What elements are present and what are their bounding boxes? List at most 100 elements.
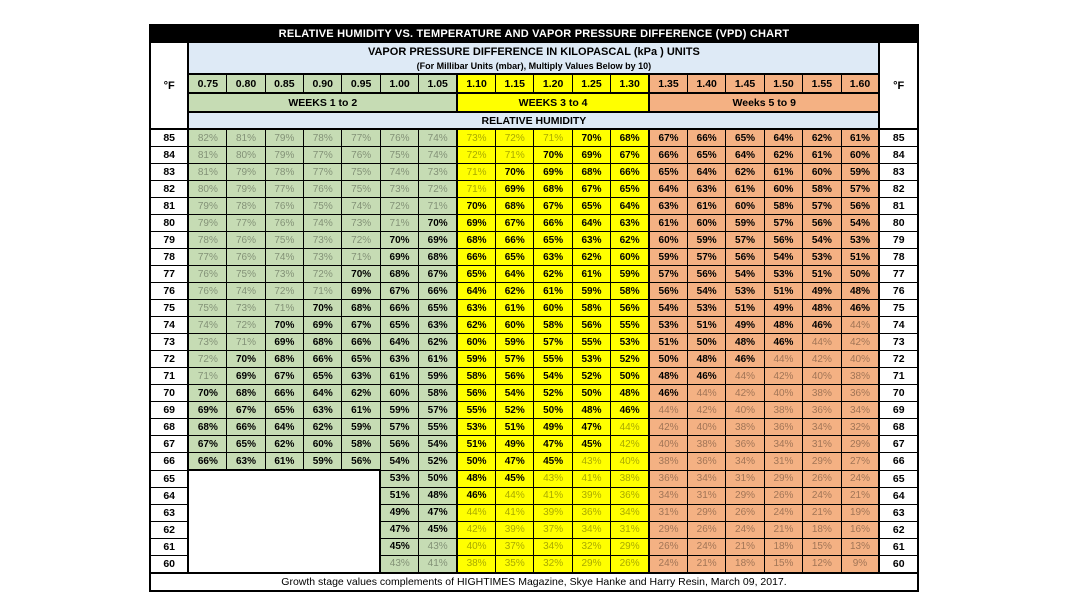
rh-cell: 73% [379,180,420,198]
vpd-column-header: 1.15 [495,73,535,94]
temp-cell-left: 66 [149,452,190,471]
rh-cell: 24% [725,520,765,539]
rh-cell: 69% [303,316,343,334]
rh-cell: 73% [226,299,266,317]
rh-cell: 59% [725,214,765,232]
vpd-column-header: 1.10 [456,73,497,94]
temp-cell-right: 63 [878,503,919,522]
temp-cell-right: 76 [878,282,919,300]
rh-cell: 36% [840,384,881,402]
rh-cell: 44% [648,401,688,419]
rh-cell: 58% [802,180,842,198]
rh-cell: 16% [840,520,881,539]
rh-cell: 57% [840,180,881,198]
rh-cell: 52% [418,452,458,471]
temp-cell-right: 78 [878,248,919,266]
rh-cell: 69% [418,231,458,249]
temp-cell-left: 83 [149,163,190,181]
rh-cell: 81% [187,146,228,164]
rh-cell: 61% [264,452,305,471]
rh-cell: 56% [341,452,381,471]
rh-cell: 70% [187,384,228,402]
rh-cell: 65% [648,163,688,181]
rh-cell: 50% [610,367,650,385]
rh-cell: 27% [840,452,881,471]
rh-cell: 66% [187,452,228,471]
rh-cell: 77% [187,248,228,266]
temp-cell-left: 82 [149,180,190,198]
rh-cell: 54% [648,299,688,317]
rh-cell: 68% [264,350,305,368]
rh-cell: 59% [418,367,458,385]
rh-cell: 62% [610,231,650,249]
rh-cell: 53% [648,316,688,334]
rh-cell: 75% [379,146,420,164]
rh-cell: 63% [226,452,266,471]
rh-cell: 26% [686,520,727,539]
rh-cell: 75% [226,265,266,283]
rh-cell: 41% [418,554,458,573]
rh-cell: 57% [495,350,535,368]
rh-cell: 74% [418,128,458,147]
rh-cell: 59% [456,350,497,368]
footer-row: Growth stage values complements of HIGHT… [149,571,919,591]
temp-cell-left: 69 [149,401,190,419]
rh-cell: 64% [686,163,727,181]
rh-cell: 9% [840,554,881,573]
rh-cell: 58% [456,367,497,385]
rh-cell: 77% [303,146,343,164]
vpd-column-header: 1.35 [648,73,688,94]
rh-cell: 62% [725,163,765,181]
rh-cell: 51% [648,333,688,351]
rh-cell: 68% [379,265,420,283]
rh-cell: 67% [495,214,535,232]
rh-cell: 71% [456,163,497,181]
rh-cell: 44% [763,350,804,368]
rh-cell: 65% [456,265,497,283]
rh-cell: 46% [763,333,804,351]
table-row: 77 76% 75% 73% 72% 70% 68% 67% 65% 64% 62% 61% 59% 57… [149,265,919,283]
rh-cell: 49% [495,435,535,453]
rh-cell: 54% [840,214,881,232]
rh-cell: 21% [840,486,881,505]
temp-cell-right: 85 [878,128,919,147]
rh-cell: 71% [341,248,381,266]
rh-cell: 18% [763,537,804,556]
rh-cell: 62% [303,418,343,436]
rh-cell: 61% [648,214,688,232]
table-row: 66 66% 63% 61% 59% 56% 54% 52% 50% 47% 45% 43% 40% 38… [149,452,919,471]
rh-cell: 71% [379,214,420,232]
rh-cell: 75% [341,180,381,198]
rh-cell: 71% [303,282,343,300]
table-row: 79 78% 76% 75% 73% 72% 70% 69% 68% 66% 65% 63% 62% 60… [149,231,919,249]
rh-cell: 38% [725,418,765,436]
temp-cell-right: 62 [878,520,919,539]
rh-cell: 52% [610,350,650,368]
rh-cell: 66% [610,163,650,181]
empty-region [187,469,382,574]
rh-cell: 68% [571,163,612,181]
temp-cell-left: 80 [149,214,190,232]
table-row: 72 72% 70% 68% 66% 65% 63% 61% 59% 57% 55% 53% 52% 50… [149,350,919,368]
rh-cell: 60% [456,333,497,351]
table-row: 76 76% 74% 72% 71% 69% 67% 66% 64% 62% 61% 59% 58% 56… [149,282,919,300]
temp-unit-label-left: °F [149,42,190,130]
rh-cell: 66% [533,214,573,232]
rh-cell: 40% [763,384,804,402]
temp-cell-right: 68 [878,418,919,436]
rh-cell: 66% [264,384,305,402]
rh-cell: 66% [495,231,535,249]
rh-cell: 42% [686,401,727,419]
kpa-header-line1: VAPOR PRESSURE DIFFERENCE IN KILOPASCAL … [367,45,700,58]
rh-cell: 43% [379,554,420,573]
vpd-column-header: 0.75 [187,73,228,94]
title-row: RELATIVE HUMIDITY VS. TEMPERATURE AND VA… [149,24,919,43]
rh-cell: 72% [418,180,458,198]
rh-cell: 46% [648,384,688,402]
rh-cell: 56% [495,367,535,385]
rh-cell: 56% [763,231,804,249]
rh-cell: 36% [763,418,804,436]
rh-cell: 73% [341,214,381,232]
rh-cell: 70% [533,146,573,164]
rh-cell: 57% [686,248,727,266]
